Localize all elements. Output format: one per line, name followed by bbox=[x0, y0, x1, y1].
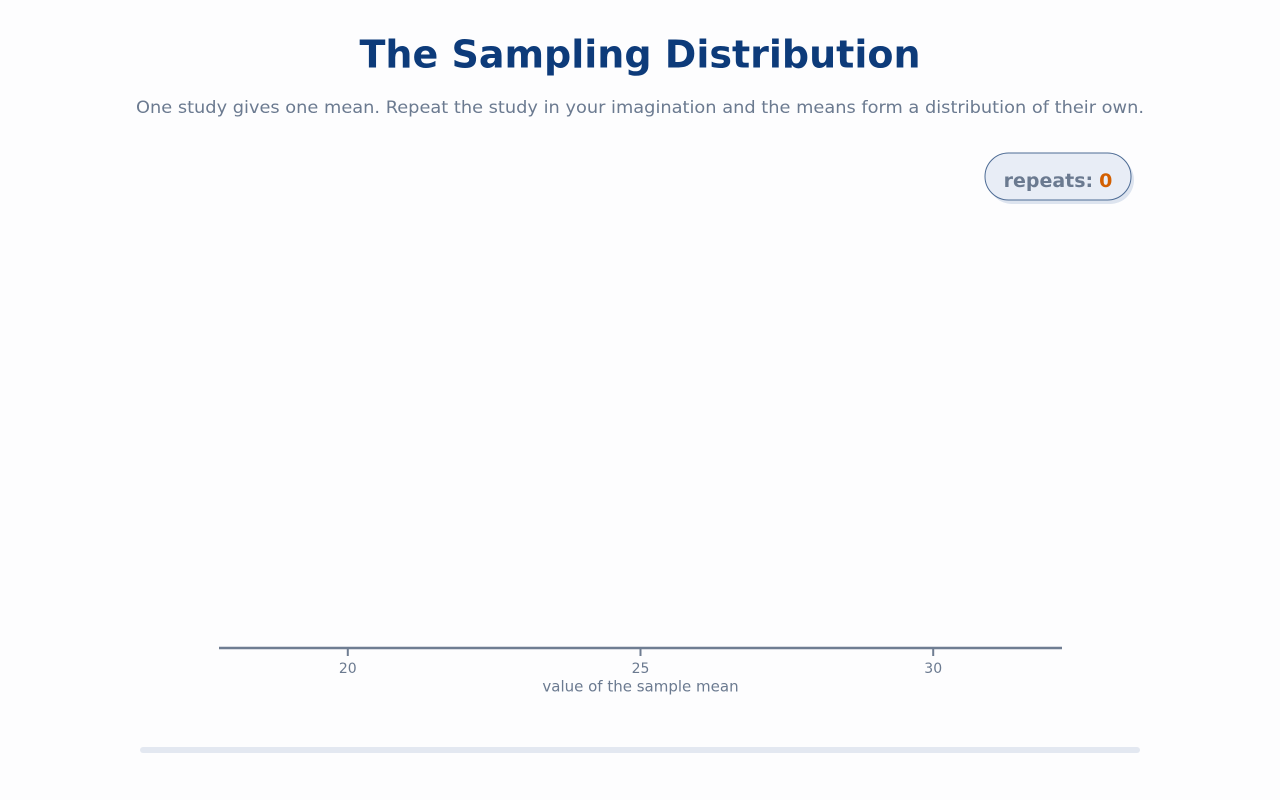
x-tick-label: 25 bbox=[632, 661, 650, 677]
x-tick-label: 20 bbox=[339, 661, 357, 677]
counter-label: repeats: bbox=[1004, 170, 1094, 192]
counter-pill bbox=[984, 152, 1132, 201]
counter: repeats: 0 bbox=[1004, 170, 1113, 192]
x-axis-label: value of the sample mean bbox=[542, 678, 738, 696]
counter-value: 0 bbox=[1099, 170, 1112, 192]
progress-track bbox=[140, 747, 1140, 753]
x-tick-label: 30 bbox=[924, 661, 942, 677]
chart-subtitle: One study gives one mean. Repeat the stu… bbox=[136, 98, 1144, 118]
chart-title: The Sampling Distribution bbox=[359, 33, 920, 77]
